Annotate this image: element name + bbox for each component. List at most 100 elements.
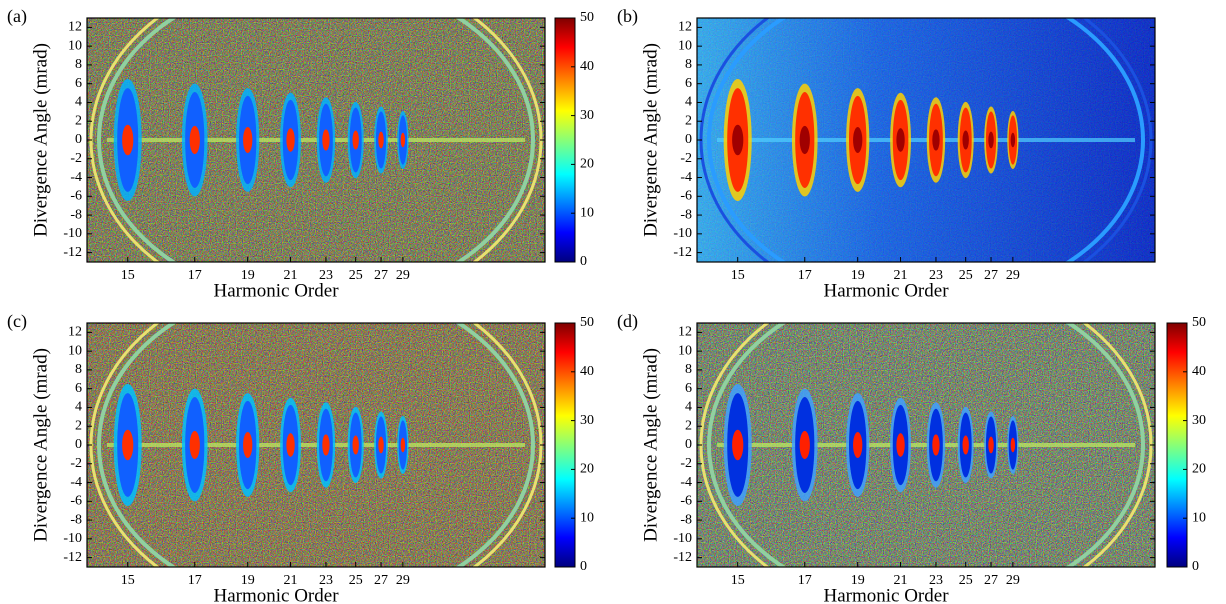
colorbar: [554, 322, 576, 568]
colorbar-tick-label: 10: [1192, 510, 1206, 525]
y-tick-label: 6: [685, 381, 692, 396]
y-tick-label: 8: [685, 362, 692, 377]
y-tick-label: 0: [685, 437, 692, 452]
y-tick-label: -10: [63, 226, 82, 241]
x-axis-label: Harmonic Order: [213, 280, 339, 301]
x-tick-label: 29: [1006, 268, 1020, 283]
harmonic-spot: [352, 130, 359, 150]
harmonic-spot: [122, 429, 134, 461]
x-tick-label: 19: [851, 268, 865, 283]
y-tick-label: -8: [680, 512, 692, 527]
harmonic-spot: [378, 436, 384, 454]
x-tick-label: 27: [984, 268, 998, 283]
y-tick-label: -6: [680, 494, 692, 509]
harmonic-spot: [853, 127, 863, 153]
colorbar-tick-label: 20: [580, 157, 594, 172]
x-tick-label: 19: [241, 573, 255, 588]
harmonic-spot: [1010, 132, 1016, 148]
colorbar-tick-label: 30: [580, 413, 594, 428]
harmonic-spot: [799, 430, 810, 460]
y-tick-label: 10: [68, 343, 82, 358]
x-tick-label: 19: [241, 268, 255, 283]
y-tick-label: -6: [680, 189, 692, 204]
harmonic-spot: [243, 432, 253, 458]
y-tick-label: 0: [75, 132, 82, 147]
colorbar-tick-label: 40: [1192, 364, 1206, 379]
colorbar: [554, 17, 576, 263]
colorbar-tick-label: 40: [580, 364, 594, 379]
y-tick-label: 2: [685, 418, 692, 433]
harmonic-spot: [932, 434, 940, 456]
colorbar: [1166, 322, 1188, 568]
harmonic-spot: [322, 129, 330, 151]
x-axis-label: Harmonic Order: [823, 280, 949, 301]
panel: -12 -10 -8 -6 -4 -2 0 2 4 6 8 10 12 15 17 19 21 23 25 27 29 H…: [7, 6, 594, 301]
y-tick-label: 4: [685, 95, 692, 110]
x-tick-label: 21: [284, 268, 298, 283]
aperture-ring: [97, 18, 535, 262]
colorbar-tick-label: 20: [1192, 462, 1206, 477]
y-tick-label: -10: [673, 226, 692, 241]
x-tick-label: 15: [731, 573, 745, 588]
harmonic-spot: [189, 430, 200, 460]
harmonic-spot: [896, 128, 905, 152]
x-tick-label: 15: [121, 573, 135, 588]
harmonic-spot: [988, 436, 994, 454]
x-tick-label: 29: [1006, 573, 1020, 588]
y-tick-label: -6: [70, 189, 82, 204]
x-tick-label: 25: [349, 573, 363, 588]
y-tick-label: -12: [673, 245, 692, 260]
x-tick-label: 15: [121, 268, 135, 283]
y-axis-label: Divergence Angle (mrad): [640, 43, 661, 237]
heatmap-image: [697, 18, 1155, 262]
x-tick-label: 27: [374, 573, 388, 588]
y-tick-label: -8: [680, 207, 692, 222]
colorbar-tick-label: 0: [580, 254, 587, 269]
x-tick-label: 17: [188, 268, 202, 283]
y-tick-label: 2: [75, 418, 82, 433]
axis-beam: [107, 443, 525, 447]
x-tick-label: 17: [798, 573, 812, 588]
aperture-ring: [707, 18, 1145, 262]
x-tick-label: 25: [959, 573, 973, 588]
y-tick-label: 2: [75, 113, 82, 128]
y-tick-label: 8: [685, 57, 692, 72]
y-tick-label: 12: [678, 20, 692, 35]
panel-label: (c): [7, 311, 27, 332]
y-tick-label: -4: [70, 170, 82, 185]
harmonic-spot: [732, 124, 744, 156]
harmonic-spot: [122, 124, 134, 156]
harmonic-spot: [243, 127, 253, 153]
y-tick-label: -2: [70, 151, 82, 166]
panel: -12 -10 -8 -6 -4 -2 0 2 4 6 8 10 12 15 17 19 21 23 25 27 29 H…: [617, 311, 1206, 604]
x-tick-label: 21: [284, 573, 298, 588]
colorbar-tick-label: 10: [580, 205, 594, 220]
harmonic-spot: [322, 434, 330, 456]
harmonic-spot: [286, 433, 295, 457]
x-tick-label: 23: [319, 573, 333, 588]
harmonic-spot: [400, 132, 406, 148]
x-tick-label: 23: [319, 268, 333, 283]
x-tick-label: 25: [959, 268, 973, 283]
y-axis-label: Divergence Angle (mrad): [640, 348, 661, 542]
x-tick-label: 19: [851, 573, 865, 588]
y-tick-label: 4: [75, 95, 82, 110]
panel-label: (a): [7, 6, 27, 27]
colorbar-tick-label: 20: [580, 462, 594, 477]
x-tick-label: 17: [188, 573, 202, 588]
harmonic-spot: [1010, 437, 1016, 453]
y-tick-label: 0: [685, 132, 692, 147]
x-tick-label: 29: [396, 268, 410, 283]
y-tick-label: 0: [75, 437, 82, 452]
aperture-ring: [707, 323, 1145, 567]
x-axis-label: Harmonic Order: [213, 585, 339, 604]
y-tick-label: -12: [63, 245, 82, 260]
harmonic-spot: [189, 125, 200, 155]
harmonic-spot: [853, 432, 863, 458]
harmonic-spot: [962, 130, 969, 150]
colorbar-tick-label: 0: [1192, 559, 1199, 574]
y-tick-label: 10: [678, 343, 692, 358]
y-tick-label: 8: [75, 57, 82, 72]
y-tick-label: 4: [685, 400, 692, 415]
